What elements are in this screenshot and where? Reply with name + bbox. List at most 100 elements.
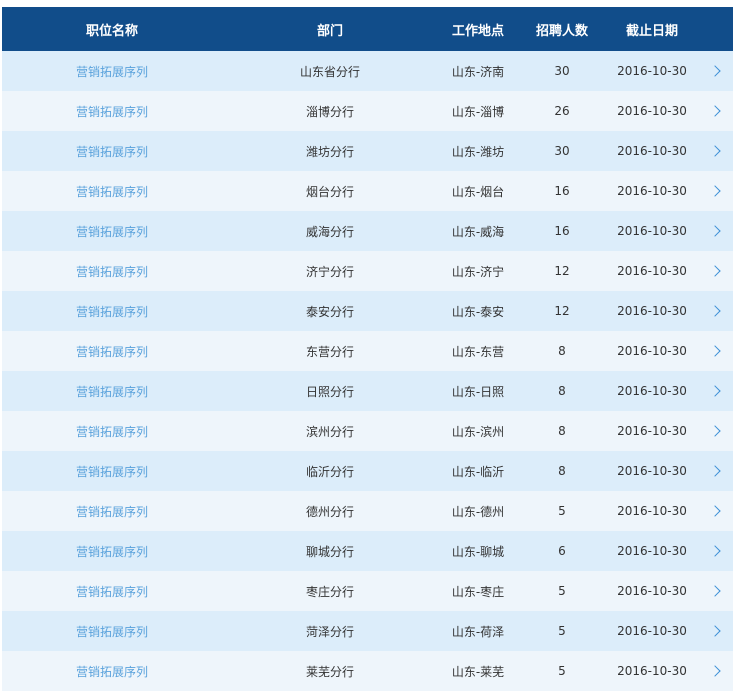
count-cell: 5 [558,624,566,638]
position-cell[interactable]: 营销拓展序列 [52,291,172,331]
position-cell[interactable]: 营销拓展序列 [52,611,172,651]
position-cell[interactable]: 营销拓展序列 [52,91,172,131]
department-cell: 威海分行 [305,224,354,239]
row-detail-button[interactable] [706,651,728,691]
row-detail-button[interactable] [706,171,728,211]
position-link[interactable]: 营销拓展序列 [75,464,148,479]
table-row[interactable]: 营销拓展序列 莱芜分行 山东-莱芜 5 2016-10-30 [2,651,733,691]
count-cell: 26 [554,104,570,118]
department-cell: 泰安分行 [305,304,354,319]
position-link[interactable]: 营销拓展序列 [75,584,148,599]
deadline-cell: 2016-10-30 [617,384,687,398]
position-link[interactable]: 营销拓展序列 [75,424,148,439]
table-row[interactable]: 营销拓展序列 菏泽分行 山东-荷泽 5 2016-10-30 [2,611,733,651]
chevron-right-icon [709,385,721,397]
row-detail-button[interactable] [706,51,728,91]
position-cell[interactable]: 营销拓展序列 [52,491,172,531]
position-link[interactable]: 营销拓展序列 [75,264,148,279]
deadline-cell: 2016-10-30 [617,144,687,158]
position-link[interactable]: 营销拓展序列 [75,344,148,359]
position-link[interactable]: 营销拓展序列 [75,224,148,239]
position-cell[interactable]: 营销拓展序列 [52,51,172,91]
position-link[interactable]: 营销拓展序列 [75,64,148,79]
table-body: 营销拓展序列 山东省分行 山东-济南 30 2016-10-30 营销拓展序列 淄博分行 山东… [2,51,733,691]
position-cell[interactable]: 营销拓展序列 [52,651,172,691]
deadline-cell: 2016-10-30 [617,264,687,278]
deadline-cell: 2016-10-30 [617,344,687,358]
location-cell: 山东-济宁 [451,264,505,279]
row-detail-button[interactable] [706,411,728,451]
chevron-right-icon [709,185,721,197]
department-cell: 临沂分行 [305,464,354,479]
count-cell: 8 [558,464,566,478]
row-detail-button[interactable] [706,211,728,251]
deadline-cell: 2016-10-30 [617,224,687,238]
row-detail-button[interactable] [706,531,728,571]
location-cell: 山东-淄博 [451,104,505,119]
header-position: 职位名称 [85,23,138,39]
row-detail-button[interactable] [706,611,728,651]
position-link[interactable]: 营销拓展序列 [75,624,148,639]
location-cell: 山东-荷泽 [451,624,505,639]
count-cell: 12 [554,304,570,318]
row-detail-button[interactable] [706,371,728,411]
table-row[interactable]: 营销拓展序列 枣庄分行 山东-枣庄 5 2016-10-30 [2,571,733,611]
position-link[interactable]: 营销拓展序列 [75,544,148,559]
position-link[interactable]: 营销拓展序列 [75,304,148,319]
position-cell[interactable]: 营销拓展序列 [52,451,172,491]
table-row[interactable]: 营销拓展序列 潍坊分行 山东-潍坊 30 2016-10-30 [2,131,733,171]
row-detail-button[interactable] [706,131,728,171]
position-cell[interactable]: 营销拓展序列 [52,171,172,211]
position-cell[interactable]: 营销拓展序列 [52,571,172,611]
position-cell[interactable]: 营销拓展序列 [52,331,172,371]
position-link[interactable]: 营销拓展序列 [75,384,148,399]
table-row[interactable]: 营销拓展序列 滨州分行 山东-滨州 8 2016-10-30 [2,411,733,451]
row-detail-button[interactable] [706,451,728,491]
position-cell[interactable]: 营销拓展序列 [52,251,172,291]
position-cell[interactable]: 营销拓展序列 [52,131,172,171]
chevron-right-icon [709,465,721,477]
chevron-right-icon [709,145,721,157]
table-row[interactable]: 营销拓展序列 临沂分行 山东-临沂 8 2016-10-30 [2,451,733,491]
position-cell[interactable]: 营销拓展序列 [52,531,172,571]
chevron-right-icon [709,265,721,277]
row-detail-button[interactable] [706,571,728,611]
header-deadline: 截止日期 [625,23,678,39]
position-link[interactable]: 营销拓展序列 [75,504,148,519]
position-link[interactable]: 营销拓展序列 [75,144,148,159]
table-row[interactable]: 营销拓展序列 东营分行 山东-东营 8 2016-10-30 [2,331,733,371]
chevron-right-icon [709,305,721,317]
count-cell: 5 [558,584,566,598]
row-detail-button[interactable] [706,251,728,291]
count-cell: 8 [558,424,566,438]
table-row[interactable]: 营销拓展序列 威海分行 山东-威海 16 2016-10-30 [2,211,733,251]
position-link[interactable]: 营销拓展序列 [75,184,148,199]
table-row[interactable]: 营销拓展序列 济宁分行 山东-济宁 12 2016-10-30 [2,251,733,291]
count-cell: 5 [558,664,566,678]
row-detail-button[interactable] [706,491,728,531]
row-detail-button[interactable] [706,331,728,371]
table-row[interactable]: 营销拓展序列 泰安分行 山东-泰安 12 2016-10-30 [2,291,733,331]
header-department: 部门 [316,23,343,39]
deadline-cell: 2016-10-30 [617,464,687,478]
table-row[interactable]: 营销拓展序列 德州分行 山东-德州 5 2016-10-30 [2,491,733,531]
location-cell: 山东-聊城 [451,544,505,559]
position-cell[interactable]: 营销拓展序列 [52,411,172,451]
position-cell[interactable]: 营销拓展序列 [52,371,172,411]
table-row[interactable]: 营销拓展序列 烟台分行 山东-烟台 16 2016-10-30 [2,171,733,211]
row-detail-button[interactable] [706,291,728,331]
table-row[interactable]: 营销拓展序列 淄博分行 山东-淄博 26 2016-10-30 [2,91,733,131]
chevron-right-icon [709,225,721,237]
position-cell[interactable]: 营销拓展序列 [52,211,172,251]
position-link[interactable]: 营销拓展序列 [75,664,148,679]
department-cell: 山东省分行 [299,64,360,79]
chevron-right-icon [709,105,721,117]
table-row[interactable]: 营销拓展序列 日照分行 山东-日照 8 2016-10-30 [2,371,733,411]
table-row[interactable]: 营销拓展序列 聊城分行 山东-聊城 6 2016-10-30 [2,531,733,571]
location-cell: 山东-临沂 [451,464,505,479]
position-link[interactable]: 营销拓展序列 [75,104,148,119]
table-row[interactable]: 营销拓展序列 山东省分行 山东-济南 30 2016-10-30 [2,51,733,91]
count-cell: 30 [554,144,570,158]
deadline-cell: 2016-10-30 [617,424,687,438]
row-detail-button[interactable] [706,91,728,131]
